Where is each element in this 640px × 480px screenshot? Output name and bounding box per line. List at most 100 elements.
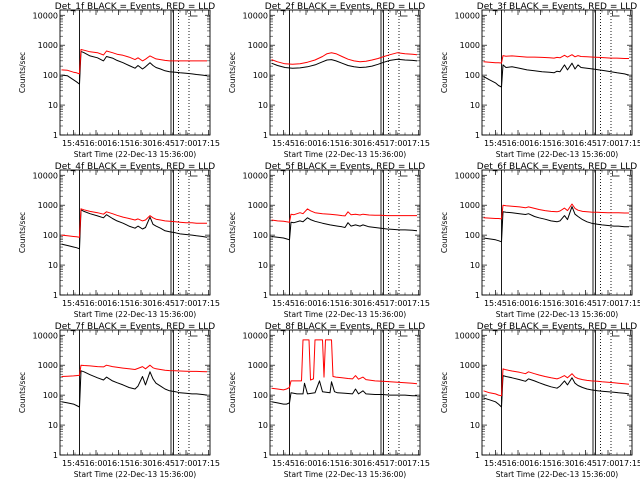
x-tick-label: 16:15 (107, 459, 130, 468)
x-tick-label: 16:30 (339, 139, 362, 148)
x-tick-label: 16:30 (551, 299, 574, 308)
series-line-lld (61, 49, 207, 75)
y-tick-label: 10 (470, 261, 480, 270)
x-tick-label: 15:45 (484, 299, 507, 308)
x-tick-label: 17:00 (174, 139, 197, 148)
plot-frame (481, 169, 633, 296)
flag-marker (400, 171, 408, 177)
plot-frame (59, 169, 211, 296)
series-line-lld (483, 203, 629, 220)
chart-title: Det_1f BLACK = Events, RED = LLD (55, 2, 215, 12)
y-tick-label: 1 (263, 131, 268, 140)
chart-panel-4: Det_4f BLACK = Events, RED = LLD Counts/s… (18, 162, 220, 319)
x-axis-label: Start Time (22-Dec-13 15:36:00) (74, 150, 196, 159)
x-axis-label: Start Time (22-Dec-13 15:36:00) (284, 150, 406, 159)
x-tick-label: 16:15 (529, 299, 552, 308)
y-tick-label: 10 (470, 101, 480, 110)
y-axis-label: Counts/sec (18, 52, 27, 93)
flag-marker (400, 11, 408, 17)
chart-title: Det_4f BLACK = Events, RED = LLD (55, 162, 215, 172)
series-line-lld (271, 208, 417, 223)
y-axis-label: Counts/sec (440, 212, 449, 253)
y-axis-label: Counts/sec (18, 212, 27, 253)
y-tick-label: 10 (258, 421, 268, 430)
x-tick-label: 16:00 (506, 459, 529, 468)
x-tick-label: 15:45 (272, 459, 295, 468)
y-tick-label: 100 (253, 71, 268, 80)
chart-panel-3: Det_3f BLACK = Events, RED = LLD Counts/s… (440, 2, 640, 159)
x-tick-label: 16:00 (294, 299, 317, 308)
x-tick-label: 17:15 (197, 299, 220, 308)
y-axis-label: Counts/sec (228, 372, 237, 413)
y-tick-label: 10000 (243, 171, 268, 180)
chart-panel-8: Det_8f BLACK = Events, RED = LLD Counts/s… (228, 322, 430, 479)
x-axis-label: Start Time (22-Dec-13 15:36:00) (284, 310, 406, 319)
y-tick-label: 10 (258, 101, 268, 110)
x-tick-label: 16:00 (294, 459, 317, 468)
plot-frame (59, 329, 211, 456)
y-tick-label: 1 (53, 131, 58, 140)
y-axis-label: Counts/sec (440, 52, 449, 93)
y-tick-label: 1 (263, 291, 268, 300)
x-tick-label: 16:15 (317, 299, 340, 308)
series-line-events (483, 206, 629, 243)
x-tick-label: 16:30 (551, 459, 574, 468)
x-tick-label: 17:00 (596, 459, 619, 468)
y-tick-label: 1000 (460, 361, 480, 370)
y-axis-label: Counts/sec (440, 372, 449, 413)
x-tick-label: 16:45 (152, 299, 175, 308)
x-tick-label: 16:15 (317, 139, 340, 148)
y-tick-label: 10000 (33, 331, 58, 340)
x-tick-label: 16:00 (506, 139, 529, 148)
chart-title: Det_3f BLACK = Events, RED = LLD (477, 2, 637, 12)
x-tick-label: 15:45 (62, 139, 85, 148)
x-axis-label: Start Time (22-Dec-13 15:36:00) (496, 310, 618, 319)
x-tick-label: 16:00 (84, 459, 107, 468)
chart-title: Det_6f BLACK = Events, RED = LLD (477, 162, 637, 172)
x-tick-label: 16:00 (506, 299, 529, 308)
chart-panel-9: Det_9f BLACK = Events, RED = LLD Counts/s… (440, 322, 640, 479)
y-tick-label: 10 (48, 421, 58, 430)
y-tick-label: 10 (258, 261, 268, 270)
x-tick-label: 15:45 (62, 299, 85, 308)
series-line-events (271, 58, 418, 69)
flag-marker (190, 331, 198, 337)
chart-title: Det_5f BLACK = Events, RED = LLD (265, 162, 425, 172)
y-tick-label: 10000 (455, 171, 480, 180)
y-tick-label: 1000 (248, 361, 268, 370)
flag-marker (190, 171, 198, 177)
series-line-lld (61, 208, 207, 238)
y-tick-label: 10000 (243, 331, 268, 340)
x-tick-label: 16:15 (107, 139, 130, 148)
y-tick-label: 10 (48, 261, 58, 270)
x-tick-label: 16:30 (339, 299, 362, 308)
x-tick-label: 17:15 (619, 139, 640, 148)
x-tick-label: 16:30 (129, 459, 152, 468)
flag-marker (612, 11, 620, 17)
series-line-lld (271, 339, 418, 391)
y-tick-label: 10000 (33, 11, 58, 20)
x-tick-label: 16:45 (152, 139, 175, 148)
x-tick-label: 16:45 (362, 299, 385, 308)
x-axis-label: Start Time (22-Dec-13 15:36:00) (496, 150, 618, 159)
x-tick-label: 16:15 (529, 139, 552, 148)
series-line-events (271, 380, 417, 405)
series-line-events (271, 217, 418, 241)
x-tick-label: 16:15 (107, 299, 130, 308)
y-tick-label: 1000 (460, 201, 480, 210)
series-line-lld (483, 54, 629, 64)
y-tick-label: 1 (263, 451, 268, 460)
plot-frame (481, 329, 633, 456)
y-tick-label: 1000 (248, 201, 268, 210)
x-tick-label: 16:00 (294, 139, 317, 148)
y-axis-label: Counts/sec (228, 212, 237, 253)
flag-marker (612, 331, 620, 337)
x-tick-label: 16:45 (152, 459, 175, 468)
x-tick-label: 17:00 (596, 139, 619, 148)
y-tick-label: 100 (465, 391, 480, 400)
y-tick-label: 10 (48, 101, 58, 110)
plot-frame (59, 9, 211, 136)
x-tick-label: 17:00 (384, 299, 407, 308)
flag-marker (400, 331, 408, 337)
x-tick-label: 17:15 (619, 299, 640, 308)
